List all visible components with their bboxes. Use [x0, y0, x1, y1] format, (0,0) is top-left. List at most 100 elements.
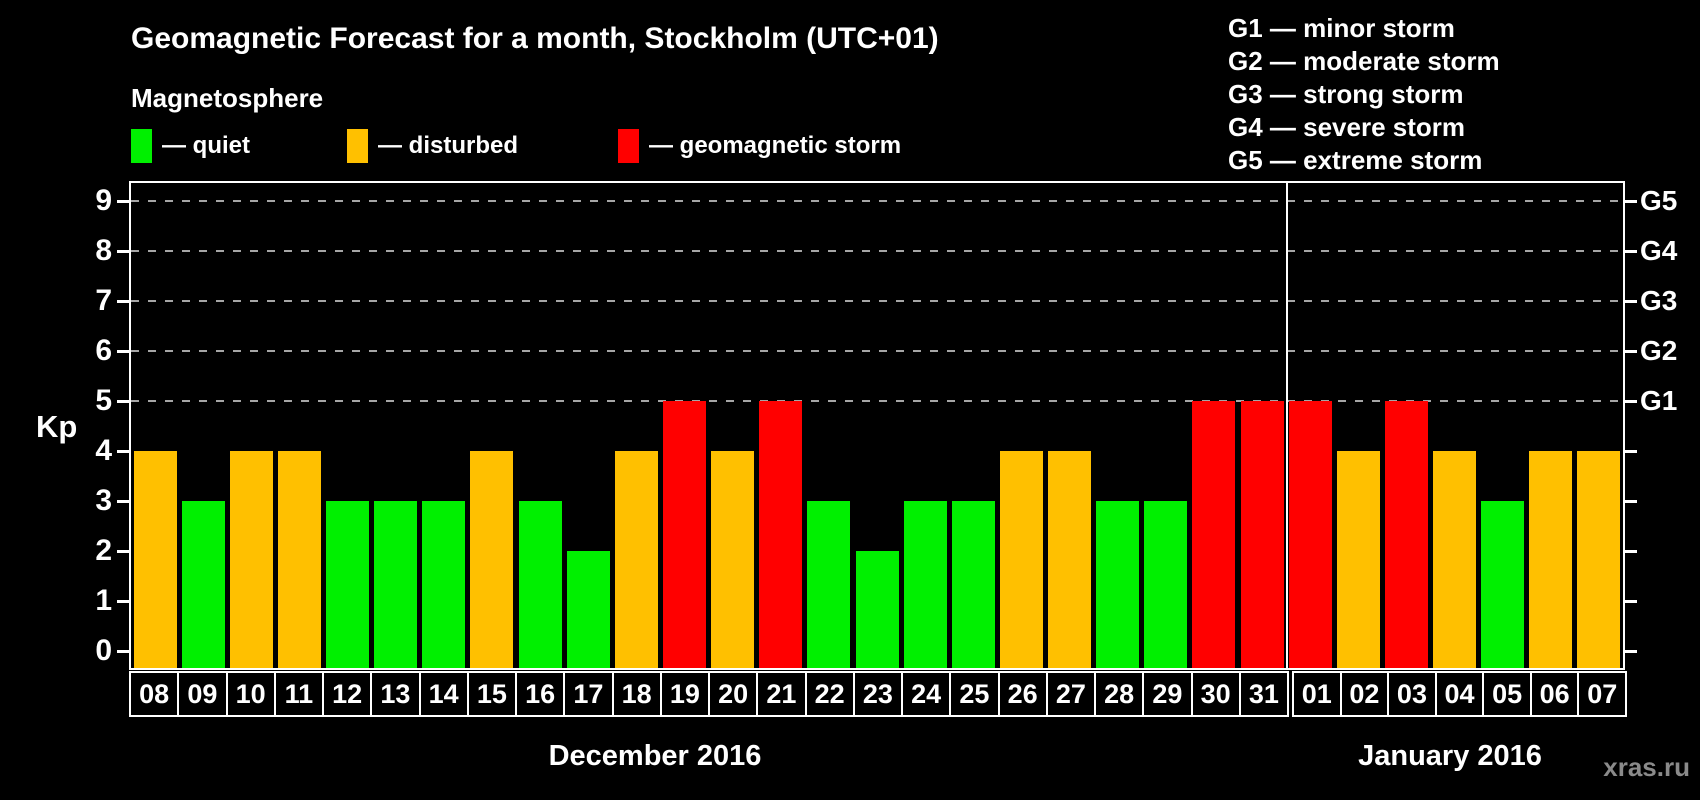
kp-bar-day-02 [1336, 451, 1380, 668]
y-axis-tick-right [1624, 250, 1637, 253]
g-scale-legend: G1 — minor storm G2 — moderate storm G3 … [1228, 12, 1500, 177]
day-label-30: 30 [1190, 671, 1241, 717]
legend-item-quiet: — quiet [131, 129, 250, 163]
legend-item-storm: — geomagnetic storm [618, 129, 901, 163]
day-label-21: 21 [756, 671, 807, 717]
legend-item-disturbed: — disturbed [347, 129, 518, 163]
y-axis-tick-right [1624, 450, 1637, 453]
day-label-07: 07 [1577, 671, 1628, 717]
day-label-09: 09 [177, 671, 228, 717]
kp-bar-day-21 [759, 401, 803, 668]
month-label-december: December 2016 [548, 740, 762, 772]
y-tick-label-0: 0 [95, 634, 112, 667]
y-axis-tick-right [1624, 400, 1637, 403]
kp-bar-day-07 [1577, 451, 1621, 668]
y-axis-tick-left [117, 350, 130, 353]
g-legend-line: G5 — extreme storm [1228, 145, 1483, 175]
kp-bar-day-14 [422, 501, 466, 668]
kp-bar-day-28 [1096, 501, 1140, 668]
y-tick-label-1: 1 [95, 584, 112, 617]
kp-bar-day-22 [807, 501, 851, 668]
chart-subtitle: Magnetosphere [131, 83, 324, 113]
kp-bar-day-15 [470, 451, 514, 668]
g-legend-line: G3 — strong storm [1228, 79, 1464, 109]
kp-bar-day-04 [1433, 451, 1477, 668]
y-tick-label-5: 5 [95, 384, 112, 417]
day-label-18: 18 [611, 671, 662, 717]
kp-bar-day-17 [566, 551, 610, 668]
kp-bar-day-09 [181, 501, 225, 668]
y-tick-label-6: 6 [95, 334, 112, 367]
day-label-02: 02 [1339, 671, 1390, 717]
kp-bar-day-26 [999, 451, 1043, 668]
chart-title: Geomagnetic Forecast for a month, Stockh… [131, 22, 939, 55]
kp-bar-day-03 [1384, 401, 1428, 668]
day-label-24: 24 [901, 671, 952, 717]
grid-line-kp8 [131, 250, 1623, 252]
day-label-17: 17 [563, 671, 614, 717]
day-label-25: 25 [949, 671, 1000, 717]
y-axis-tick-left [117, 400, 130, 403]
grid-line-kp5 [131, 400, 1623, 402]
y-axis-tick-left [117, 650, 130, 653]
g-legend-line: G4 — severe storm [1228, 112, 1466, 142]
day-label-08: 08 [129, 671, 180, 717]
y-tick-label-2: 2 [95, 534, 112, 567]
kp-bar-day-12 [326, 501, 370, 668]
legend-label: — disturbed [378, 132, 519, 159]
right-scale-label-G3: G3 [1640, 285, 1678, 316]
kp-bar-day-06 [1529, 451, 1573, 668]
day-label-28: 28 [1094, 671, 1145, 717]
day-label-04: 04 [1434, 671, 1485, 717]
day-label-29: 29 [1142, 671, 1193, 717]
kp-bar-day-13 [374, 501, 418, 668]
y-axis-tick-right [1624, 600, 1637, 603]
kp-bar-day-27 [1048, 451, 1092, 668]
legend-label: — geomagnetic storm [649, 132, 902, 159]
right-scale-label-G2: G2 [1640, 335, 1678, 366]
g-legend-line: G2 — moderate storm [1228, 46, 1500, 76]
y-axis-tick-right [1624, 500, 1637, 503]
kp-bar-day-10 [229, 451, 273, 668]
day-label-20: 20 [708, 671, 759, 717]
kp-bar-day-23 [855, 551, 899, 668]
y-axis-tick-right [1624, 650, 1637, 653]
kp-bar-day-19 [662, 401, 706, 668]
day-label-26: 26 [997, 671, 1048, 717]
kp-bar-day-31 [1240, 401, 1284, 668]
kp-bar-day-05 [1481, 501, 1525, 668]
day-label-14: 14 [418, 671, 469, 717]
right-scale-label-G5: G5 [1640, 185, 1678, 216]
grid-line-kp6 [131, 350, 1623, 352]
y-tick-label-7: 7 [95, 284, 112, 317]
day-label-01: 01 [1292, 671, 1342, 717]
kp-bar-day-11 [277, 451, 321, 668]
y-axis-tick-left [117, 300, 130, 303]
y-tick-label-8: 8 [95, 234, 112, 267]
disturbed-color-swatch [347, 129, 368, 163]
day-label-13: 13 [370, 671, 421, 717]
kp-bar-day-29 [1144, 501, 1188, 668]
y-axis-tick-right [1624, 550, 1637, 553]
y-axis-tick-left [117, 450, 130, 453]
day-label-22: 22 [804, 671, 855, 717]
kp-bar-day-20 [711, 451, 755, 668]
day-label-10: 10 [225, 671, 276, 717]
grid-line-kp7 [131, 300, 1623, 302]
kp-bar-day-18 [614, 451, 658, 668]
y-tick-label-4: 4 [95, 434, 112, 467]
y-axis-tick-left [117, 250, 130, 253]
day-label-12: 12 [322, 671, 373, 717]
day-label-06: 06 [1529, 671, 1580, 717]
g-legend-line: G1 — minor storm [1228, 13, 1455, 43]
day-label-05: 05 [1482, 671, 1532, 717]
y-axis-tick-left [117, 550, 130, 553]
month-label-january: January 2016 [1358, 740, 1542, 772]
y-axis-tick-left [117, 500, 130, 503]
day-label-19: 19 [659, 671, 710, 717]
kp-bar-day-25 [951, 501, 995, 668]
kp-bar-day-08 [133, 451, 177, 668]
legend-label: — quiet [162, 132, 250, 159]
y-axis-tick-right [1624, 300, 1637, 303]
